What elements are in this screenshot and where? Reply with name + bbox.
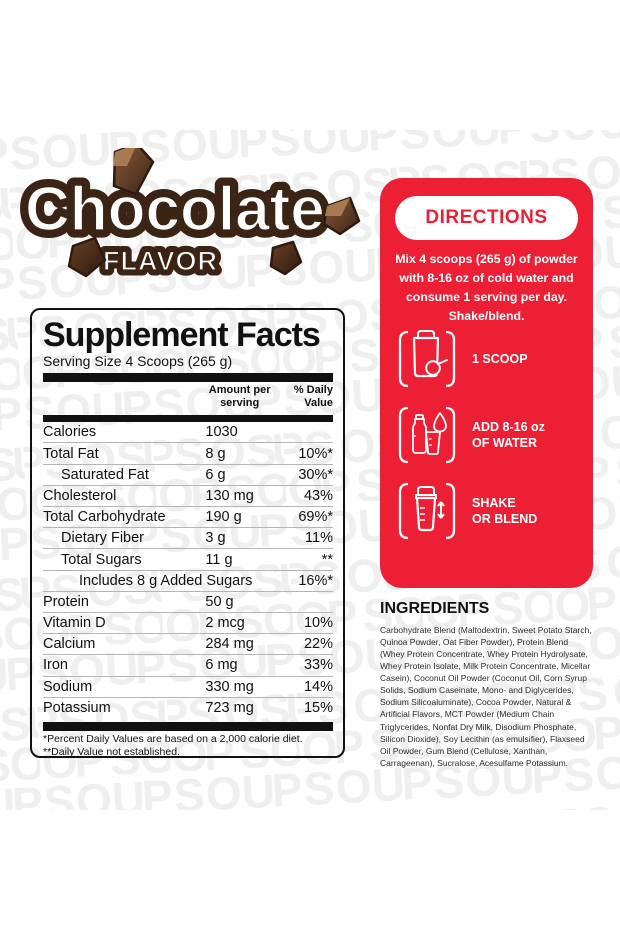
svg-text:FLAVOR: FLAVOR: [103, 246, 218, 276]
svg-text:Chocolate: Chocolate: [25, 175, 325, 244]
